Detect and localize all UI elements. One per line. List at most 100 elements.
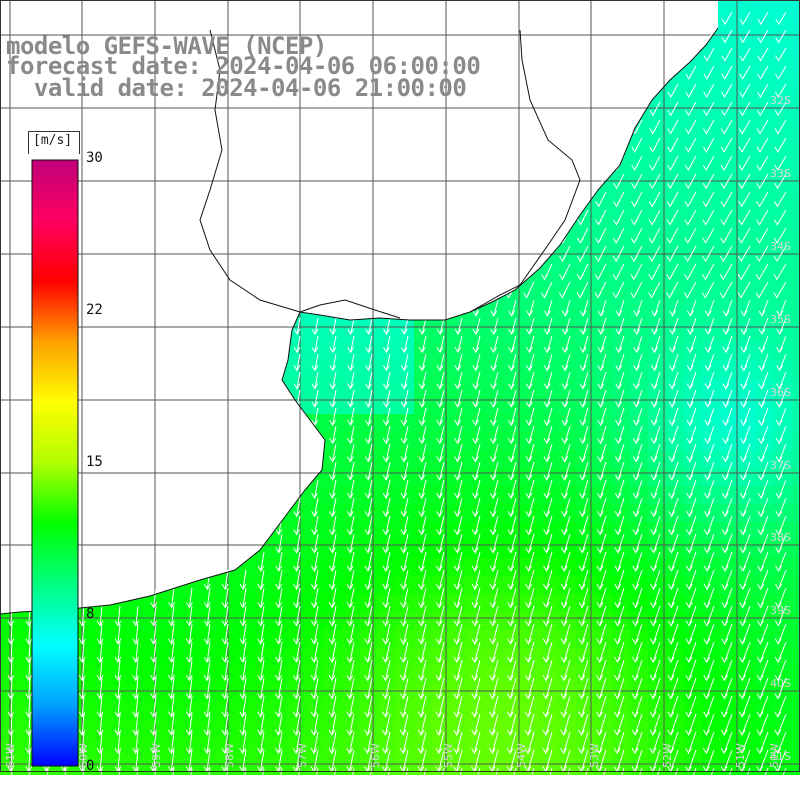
- wind-cell: [648, 594, 667, 613]
- wind-arrow: [239, 677, 247, 700]
- wind-arrow: [525, 389, 535, 408]
- wind-cell: [576, 378, 595, 397]
- wind-arrow: [453, 677, 463, 700]
- wind-cell: [774, 432, 793, 451]
- wind-cell: [702, 378, 721, 397]
- wind-cell: [774, 612, 793, 631]
- wind-cell: [648, 558, 667, 577]
- wind-arrow: [578, 659, 589, 682]
- wind-cell: [702, 396, 721, 415]
- wind-cell: [792, 666, 800, 685]
- wind-cell: [612, 342, 631, 361]
- wind-arrow: [685, 587, 697, 609]
- wind-arrow: [329, 371, 337, 390]
- wind-arrow: [436, 443, 445, 463]
- wind-cell: [612, 594, 631, 613]
- wind-cell: [684, 252, 703, 271]
- wind-cell: [792, 360, 800, 379]
- wind-cell: [522, 558, 541, 577]
- wind-cell: [684, 180, 703, 199]
- wind-arrow: [578, 515, 589, 536]
- wind-arrow: [257, 587, 265, 609]
- wind-arrow: [185, 731, 193, 755]
- longitude-label: 50W: [768, 743, 781, 768]
- wind-cell: [630, 198, 649, 217]
- wind-cell: [612, 360, 631, 379]
- wind-arrow: [686, 317, 697, 335]
- wind-cell: [324, 558, 343, 577]
- wind-arrow: [78, 695, 86, 718]
- wind-arrow: [417, 659, 427, 682]
- wind-arrow: [382, 335, 391, 354]
- wind-cell: [666, 414, 685, 433]
- wind-cell: [540, 576, 559, 595]
- wind-arrow: [630, 227, 643, 244]
- wind-arrow: [311, 533, 319, 554]
- wind-arrow: [274, 731, 283, 755]
- wind-arrow: [756, 209, 769, 226]
- wind-arrow: [721, 11, 733, 26]
- wind-cell: [594, 558, 613, 577]
- wind-arrow: [775, 497, 787, 518]
- wind-arrow: [632, 605, 643, 627]
- wind-cell: [594, 522, 613, 541]
- wind-arrow: [78, 641, 86, 663]
- wind-arrow: [685, 101, 697, 117]
- wind-cell: [630, 216, 649, 235]
- wind-arrow: [292, 695, 301, 718]
- wind-arrow: [453, 623, 463, 645]
- longitude-label: 57W: [296, 743, 309, 768]
- wind-cell: [666, 216, 685, 235]
- wind-arrow: [25, 659, 33, 682]
- wind-arrow: [507, 497, 517, 518]
- wind-cell: [630, 360, 649, 379]
- wind-arrow: [650, 443, 661, 463]
- wind-arrow: [540, 281, 553, 299]
- wind-cell: [486, 720, 505, 739]
- wind-arrow: [721, 47, 733, 62]
- wind-arrow: [524, 677, 535, 700]
- wind-cell: [756, 360, 775, 379]
- wind-arrow: [132, 641, 140, 663]
- colorbar-tick-15: 15: [86, 454, 103, 470]
- wind-arrow: [668, 389, 679, 408]
- wind-arrow: [471, 623, 481, 645]
- wind-cell: [684, 468, 703, 487]
- wind-arrow: [382, 479, 391, 499]
- wind-arrow: [739, 479, 751, 499]
- wind-arrow: [561, 335, 571, 354]
- wind-arrow: [488, 713, 499, 736]
- wind-arrow: [775, 551, 787, 572]
- wind-arrow: [702, 713, 715, 736]
- wind-arrow: [7, 659, 15, 682]
- wind-arrow: [738, 731, 751, 755]
- wind-cell: [540, 594, 559, 613]
- wind-cell: [666, 630, 685, 649]
- wind-cell: [90, 702, 109, 721]
- wind-arrow: [399, 659, 409, 682]
- wind-arrow: [275, 659, 283, 682]
- wind-arrow: [684, 227, 697, 244]
- wind-cell: [684, 360, 703, 379]
- longitude-label: 61W: [4, 743, 17, 768]
- wind-cell: [360, 720, 379, 739]
- wind-cell: [144, 756, 163, 775]
- wind-cell: [702, 684, 721, 703]
- wind-cell: [792, 108, 800, 127]
- wind-cell: [720, 306, 739, 325]
- colorbar-gradient: [31, 159, 79, 767]
- wind-cell: [702, 252, 721, 271]
- wind-cell: [630, 126, 649, 145]
- wind-arrow: [507, 587, 517, 609]
- wind-arrow: [365, 317, 373, 335]
- wind-arrow: [722, 407, 733, 427]
- wind-arrow: [472, 425, 481, 445]
- wind-cell: [648, 504, 667, 523]
- wind-arrow: [720, 137, 733, 153]
- wind-arrow: [400, 407, 409, 427]
- wind-cell: [594, 270, 613, 289]
- wind-cell: [504, 522, 523, 541]
- wind-arrow: [613, 731, 625, 755]
- wind-cell: [162, 702, 181, 721]
- wind-arrow: [667, 83, 679, 99]
